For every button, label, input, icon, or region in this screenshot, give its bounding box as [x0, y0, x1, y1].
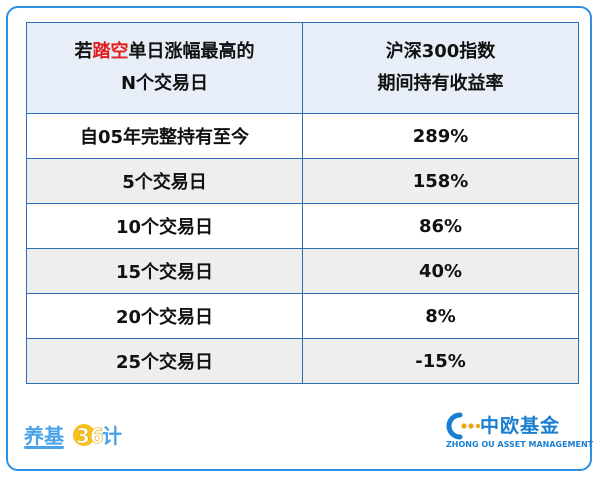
zhongou-mark-icon	[446, 412, 480, 440]
yangji-36ji-logo: 养基 36 计	[23, 417, 134, 451]
header-col-return: 沪深300指数 期间持有收益率	[302, 22, 579, 114]
header-col-scenario-line1: 若踏空单日涨幅最高的	[74, 41, 255, 62]
yangji-logo-graphic: 养基 36 计	[23, 424, 122, 449]
table-row: 25个交易日 -15%	[26, 338, 579, 384]
header-col-return-line2: 期间持有收益率	[377, 73, 504, 94]
row-value: 86%	[302, 203, 579, 249]
logo-text-yangji: 养基	[24, 424, 65, 448]
brand-name-en: ZHONG OU ASSET MANAGEMENT	[446, 440, 594, 449]
brand-name-cn: 中欧基金	[480, 415, 561, 437]
logo-underline	[24, 446, 64, 449]
header-col-scenario: 若踏空单日涨幅最高的 N个交易日	[26, 22, 303, 114]
table-row: 20个交易日 8%	[26, 293, 579, 339]
highlight-text: 踏空	[92, 41, 129, 62]
zhongou-logo: 中欧基金 ZHONG OU ASSET MANAGEMENT	[446, 409, 593, 457]
header-col-scenario-line2: N个交易日	[120, 73, 209, 94]
row-value: -15%	[302, 338, 579, 384]
table-row: 15个交易日 40%	[26, 248, 579, 294]
coin-icon	[73, 424, 95, 446]
logo-text-ji: 计	[102, 424, 122, 448]
row-value: 8%	[302, 293, 579, 339]
header-col-return-line1: 沪深300指数	[385, 41, 496, 62]
table-row: 5个交易日 158%	[26, 158, 579, 204]
logo-number: 36	[76, 424, 104, 448]
row-label: 15个交易日	[26, 248, 303, 294]
row-value: 289%	[302, 113, 579, 159]
table-row: 10个交易日 86%	[26, 203, 579, 249]
row-label: 20个交易日	[26, 293, 303, 339]
row-label: 自05年完整持有至今	[26, 113, 303, 159]
row-label: 10个交易日	[26, 203, 303, 249]
returns-table: 若踏空单日涨幅最高的 N个交易日 沪深300指数 期间持有收益率 自05年完整持…	[26, 22, 579, 384]
row-label: 25个交易日	[26, 338, 303, 384]
row-value: 158%	[302, 158, 579, 204]
table-header-row: 若踏空单日涨幅最高的 N个交易日 沪深300指数 期间持有收益率	[26, 22, 579, 114]
row-value: 40%	[302, 248, 579, 294]
row-label: 5个交易日	[26, 158, 303, 204]
table-row: 自05年完整持有至今 289%	[26, 113, 579, 159]
